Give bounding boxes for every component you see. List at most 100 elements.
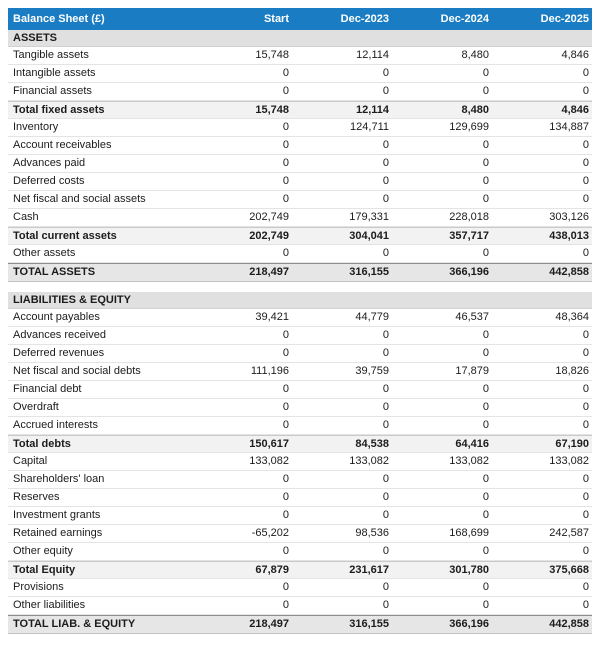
- row-value-1: 0: [282, 348, 289, 359]
- row-label: Total fixed assets: [13, 104, 105, 116]
- row-value-3: 366,196: [449, 267, 489, 278]
- row-label: Cash: [13, 212, 39, 223]
- data-row: Account receivables 0 0 0 0: [8, 137, 592, 155]
- data-row: Provisions 0 0 0 0: [8, 579, 592, 597]
- row-value-1: 202,749: [249, 212, 289, 223]
- table-body: ASSETS Tangible assets 15,748 12,114 8,480 4,…: [8, 30, 592, 634]
- row-value-3: 0: [482, 330, 489, 341]
- row-value-4: 0: [582, 248, 589, 259]
- row-value-3: 228,018: [449, 212, 489, 223]
- data-row: Advances paid 0 0 0 0: [8, 155, 592, 173]
- row-value-3: 64,416: [455, 438, 489, 450]
- row-label: Investment grants: [13, 510, 101, 521]
- row-value-3: 0: [482, 510, 489, 521]
- row-value-2: 0: [382, 582, 389, 593]
- row-value-4: 0: [582, 68, 589, 79]
- row-value-4: 0: [582, 510, 589, 521]
- row-value-1: 0: [282, 402, 289, 413]
- row-value-2: 0: [382, 510, 389, 521]
- row-label: Retained earnings: [13, 528, 103, 539]
- data-row: Inventory 0 124,711 129,699 134,887: [8, 119, 592, 137]
- row-label: TOTAL LIAB. & EQUITY: [13, 619, 136, 630]
- row-value-3: 0: [482, 140, 489, 151]
- row-value-4: 0: [582, 492, 589, 503]
- row-value-3: 8,480: [461, 104, 489, 116]
- row-value-2: 316,155: [349, 267, 389, 278]
- row-value-3: 0: [482, 582, 489, 593]
- data-row: Investment grants 0 0 0 0: [8, 507, 592, 525]
- row-value-2: 0: [382, 86, 389, 97]
- row-value-2: 0: [382, 330, 389, 341]
- row-value-2: 0: [382, 600, 389, 611]
- row-value-2: 0: [382, 384, 389, 395]
- row-value-3: 0: [482, 248, 489, 259]
- row-value-3: 46,537: [455, 312, 489, 323]
- data-row: Capital 133,082 133,082 133,082 133,082: [8, 453, 592, 471]
- data-row: Tangible assets 15,748 12,114 8,480 4,846: [8, 47, 592, 65]
- data-row: Account payables 39,421 44,779 46,537 48,364: [8, 309, 592, 327]
- row-value-1: 0: [282, 510, 289, 521]
- row-label: ASSETS: [13, 32, 58, 44]
- row-value-4: 0: [582, 546, 589, 557]
- row-value-4: 133,082: [549, 456, 589, 467]
- row-label: LIABILITIES & EQUITY: [13, 294, 131, 306]
- row-value-4: 134,887: [549, 122, 589, 133]
- row-value-4: 0: [582, 600, 589, 611]
- row-value-4: 4,846: [561, 50, 589, 61]
- row-value-1: 15,748: [255, 50, 289, 61]
- row-value-1: 0: [282, 546, 289, 557]
- row-value-2: 179,331: [349, 212, 389, 223]
- column-header-3: Dec-2024: [440, 13, 489, 25]
- row-value-3: 0: [482, 194, 489, 205]
- row-label: Shareholders' loan: [13, 474, 105, 485]
- data-row: Advances received 0 0 0 0: [8, 327, 592, 345]
- row-value-2: 0: [382, 176, 389, 187]
- row-label: Inventory: [13, 122, 59, 133]
- subtotal-row: Total Equity 67,879 231,617 301,780 375,668: [8, 561, 592, 579]
- row-label: Advances received: [13, 330, 106, 341]
- balance-sheet-table: Balance Sheet (£) Start Dec-2023 Dec-2024 D…: [8, 8, 592, 634]
- row-label: Capital: [13, 456, 48, 467]
- row-label: Net fiscal and social debts: [13, 366, 141, 377]
- row-value-2: 0: [382, 158, 389, 169]
- row-value-1: 0: [282, 194, 289, 205]
- row-value-1: 133,082: [249, 456, 289, 467]
- data-row: Other assets 0 0 0 0: [8, 245, 592, 263]
- row-value-1: 0: [282, 248, 289, 259]
- row-value-3: 0: [482, 68, 489, 79]
- row-value-2: 84,538: [355, 438, 389, 450]
- row-label: Tangible assets: [13, 50, 89, 61]
- subtotal-row: Total fixed assets 15,748 12,114 8,480 4,846: [8, 101, 592, 119]
- data-row: Reserves 0 0 0 0: [8, 489, 592, 507]
- row-label: Total Equity: [13, 564, 76, 576]
- column-header-1: Start: [263, 13, 289, 25]
- row-value-1: 0: [282, 158, 289, 169]
- data-row: Net fiscal and social assets 0 0 0 0: [8, 191, 592, 209]
- row-value-4: 442,858: [549, 267, 589, 278]
- row-value-3: 357,717: [449, 230, 489, 242]
- row-label: Total current assets: [13, 230, 117, 242]
- row-label: Deferred costs: [13, 176, 85, 187]
- row-value-2: 0: [382, 492, 389, 503]
- row-value-1: 150,617: [249, 438, 289, 450]
- row-label: Deferred revenues: [13, 348, 105, 359]
- row-value-1: 0: [282, 330, 289, 341]
- row-value-2: 0: [382, 194, 389, 205]
- row-value-1: 0: [282, 420, 289, 431]
- row-value-3: 366,196: [449, 619, 489, 630]
- row-value-4: 375,668: [549, 564, 589, 576]
- data-row: Shareholders' loan 0 0 0 0: [8, 471, 592, 489]
- row-value-3: 0: [482, 420, 489, 431]
- row-value-2: 98,536: [355, 528, 389, 539]
- row-value-2: 0: [382, 348, 389, 359]
- row-value-3: 0: [482, 546, 489, 557]
- row-label: Advances paid: [13, 158, 86, 169]
- row-value-2: 124,711: [350, 122, 389, 133]
- grandtotal-row: TOTAL LIAB. & EQUITY 218,497 316,155 366,19…: [8, 615, 592, 634]
- row-value-4: 0: [582, 86, 589, 97]
- row-value-4: 303,126: [549, 212, 589, 223]
- row-label: Provisions: [13, 582, 64, 593]
- subtotal-row: Total current assets 202,749 304,041 357,71…: [8, 227, 592, 245]
- row-value-2: 12,114: [356, 50, 389, 61]
- row-value-3: 8,480: [461, 50, 489, 61]
